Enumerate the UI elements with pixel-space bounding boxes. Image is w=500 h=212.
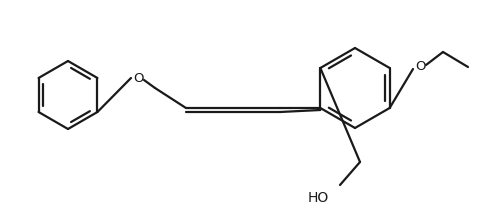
Text: O: O xyxy=(415,60,425,74)
Text: HO: HO xyxy=(308,191,328,205)
Text: O: O xyxy=(133,71,143,85)
